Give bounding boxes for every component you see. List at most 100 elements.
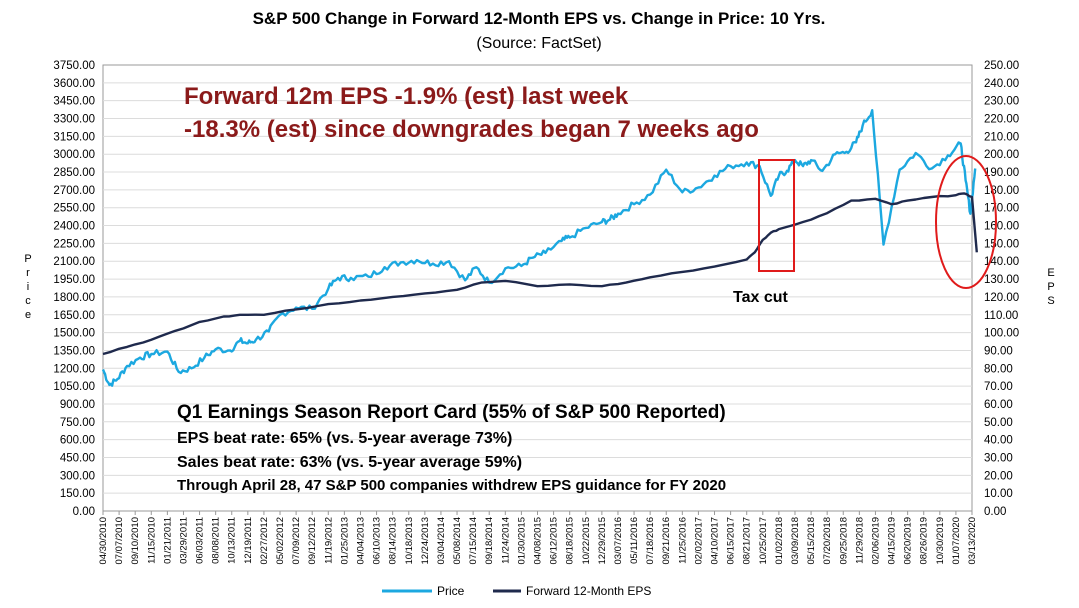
chart-title: S&P 500 Change in Forward 12-Month EPS v…: [253, 9, 826, 28]
y-right-tick-label: 100.00: [984, 328, 1019, 340]
y-right-tick-label: 0.00: [984, 506, 1006, 518]
y-left-tick-label: 2100.00: [53, 256, 95, 268]
y-right-tick-label: 10.00: [984, 488, 1013, 500]
x-tick-label: 04/04/2013: [355, 517, 366, 565]
y-right-tick-label: 60.00: [984, 399, 1013, 411]
x-tick-label: 01/07/2020: [951, 517, 962, 565]
x-tick-label: 02/06/2019: [870, 517, 881, 565]
x-tick-label: 05/15/2018: [806, 517, 817, 565]
y-left-tick-label: 1350.00: [53, 345, 95, 357]
x-tick-label: 11/19/2012: [323, 517, 334, 564]
x-tick-label: 10/25/2017: [758, 517, 769, 565]
y-axis-left: 0.00 150.00 300.00 450.00 600.00 750.00 900.00…: [53, 60, 95, 518]
tax-cut-label: Tax cut: [733, 289, 789, 306]
y-right-tick-label: 70.00: [984, 381, 1013, 393]
y-left-tick-label: 0.00: [73, 506, 95, 518]
y-right-tick-label: 250.00: [984, 60, 1019, 72]
x-tick-label: 02/27/2012: [259, 517, 270, 565]
y-left-tick-label: 3600.00: [53, 78, 95, 90]
x-tick-label: 09/18/2014: [484, 517, 495, 565]
x-tick-label: 07/18/2016: [645, 517, 656, 565]
x-tick-label: 09/25/2018: [838, 517, 849, 565]
y-right-tick-label: 220.00: [984, 114, 1019, 126]
x-tick-label: 07/20/2018: [822, 517, 833, 565]
x-tick-label: 12/24/2013: [420, 517, 431, 565]
x-tick-label: 04/15/2019: [887, 517, 898, 565]
recent-drop-highlight-ellipse: [935, 155, 997, 289]
x-tick-label: 10/18/2013: [404, 517, 415, 565]
x-tick-label: 05/08/2014: [452, 517, 463, 565]
y-right-tick-label: 160.00: [984, 221, 1019, 233]
x-tick-label: 10/22/2015: [581, 517, 592, 565]
y-right-tick-label: 190.00: [984, 167, 1019, 179]
x-tick-label: 10/13/2011: [227, 517, 238, 564]
x-tick-label: 07/09/2012: [291, 517, 302, 565]
legend-eps-label: Forward 12-Month EPS: [526, 584, 651, 598]
y-left-tick-label: 750.00: [60, 417, 95, 429]
report-card-title: Q1 Earnings Season Report Card (55% of S…: [177, 402, 726, 423]
x-tick-label: 08/08/2011: [211, 517, 222, 564]
y-left-tick-label: 2250.00: [53, 238, 95, 250]
x-tick-label: 04/08/2015: [533, 517, 544, 565]
x-tick-label: 04/10/2017: [710, 517, 721, 565]
y-right-tick-label: 80.00: [984, 363, 1013, 375]
y-right-tick-label: 110.00: [984, 310, 1018, 322]
y-left-tick-label: 900.00: [60, 399, 95, 411]
x-tick-label: 12/19/2011: [243, 517, 254, 564]
report-card-sales-line: Sales beat rate: 63% (vs. 5-year average…: [177, 454, 522, 471]
y-left-tick-label: 1500.00: [53, 328, 95, 340]
x-tick-label: 02/02/2017: [693, 517, 704, 565]
x-tick-label: 06/12/2015: [549, 517, 560, 565]
y-right-tick-label: 30.00: [984, 452, 1013, 464]
x-tick-label: 11/25/2016: [677, 517, 688, 564]
y-left-tick-label: 1950.00: [53, 274, 95, 286]
x-tick-label: 10/30/2019: [935, 517, 946, 565]
x-tick-label: 01/21/2011: [162, 517, 173, 564]
headline-line-1: Forward 12m EPS -1.9% (est) last week: [184, 83, 629, 110]
chart-subtitle: (Source: FactSet): [476, 35, 601, 52]
y-right-tick-label: 20.00: [984, 470, 1013, 482]
x-tick-label: 03/13/2020: [967, 517, 978, 565]
y-left-tick-label: 1800.00: [53, 292, 95, 304]
y-right-tick-label: 180.00: [984, 185, 1019, 197]
y-left-tick-label: 3750.00: [53, 60, 95, 72]
y-right-tick-label: 240.00: [984, 78, 1019, 90]
y-left-tick-label: 300.00: [60, 470, 95, 482]
report-card-guidance-line: Through April 28, 47 S&P 500 companies w…: [177, 477, 726, 494]
y-axis-right: 0.00 10.00 20.00 30.00 40.00 50.00 60.00 70.00 8…: [984, 60, 1019, 518]
y-left-tick-label: 2400.00: [53, 221, 95, 233]
y-right-tick-label: 140.00: [984, 256, 1019, 268]
y-right-tick-label: 130.00: [984, 274, 1019, 286]
x-tick-label: 03/04/2014: [436, 517, 447, 565]
y-left-tick-label: 2700.00: [53, 185, 95, 197]
x-tick-label: 01/25/2013: [339, 517, 350, 565]
y-left-tick-label: 2850.00: [53, 167, 95, 179]
series-price-line: [101, 109, 977, 387]
y-right-tick-label: 120.00: [984, 292, 1019, 304]
x-tick-label: 06/03/2011: [195, 517, 206, 564]
report-card-eps-line: EPS beat rate: 65% (vs. 5-year average 7…: [177, 430, 512, 447]
x-tick-label: 07/15/2014: [468, 517, 479, 565]
x-tick-label: 09/10/2010: [130, 517, 141, 565]
x-tick-label: 05/11/2016: [629, 517, 640, 564]
x-tick-label: 03/09/2018: [790, 517, 801, 565]
y-left-tick-label: 1650.00: [53, 310, 95, 322]
x-tick-label: 06/15/2017: [726, 517, 737, 565]
gridlines: [103, 82, 972, 494]
headline-line-2: -18.3% (est) since downgrades began 7 we…: [184, 116, 759, 143]
y-left-tick-label: 3000.00: [53, 149, 95, 161]
x-tick-label: 11/15/2010: [146, 517, 157, 564]
x-tick-label: 06/20/2019: [903, 517, 914, 565]
y-left-tick-label: 1050.00: [53, 381, 95, 393]
x-tick-label: 09/21/2016: [661, 517, 672, 565]
x-tick-label: 09/12/2012: [307, 517, 318, 565]
series-eps-line: [102, 192, 978, 356]
x-tick-label: 11/29/2018: [854, 517, 865, 564]
y-right-tick-label: 170.00: [984, 203, 1019, 215]
y-left-tick-label: 150.00: [60, 488, 95, 500]
x-tick-label: 08/18/2015: [565, 517, 576, 565]
y-left-tick-label: 600.00: [60, 435, 95, 447]
y-left-tick-label: 2550.00: [53, 203, 95, 215]
